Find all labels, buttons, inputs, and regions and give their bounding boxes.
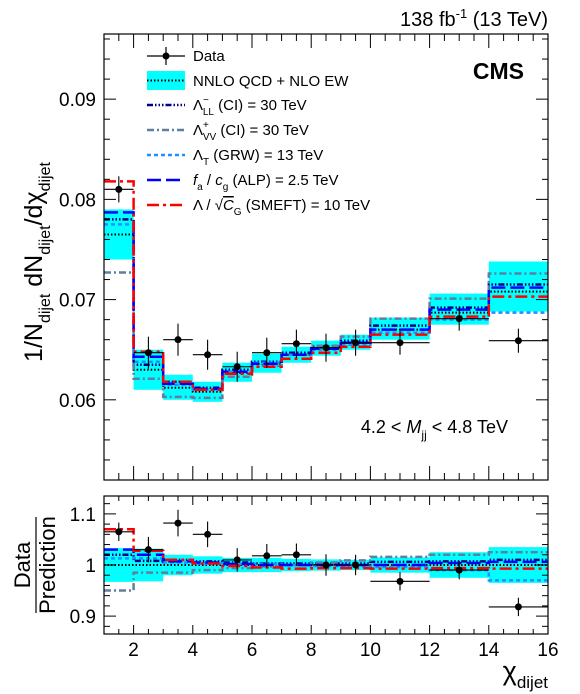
legend-smeft-label: Λ / √CG (SMEFT) = 10 TeV bbox=[193, 197, 370, 218]
main-nnlo-nominal-line bbox=[104, 233, 548, 393]
ratio-data-point bbox=[370, 572, 430, 591]
legend-alp-label: fa / cg (ALP) = 2.5 TeV bbox=[193, 172, 339, 193]
main-data-point bbox=[104, 176, 134, 203]
main-data-point bbox=[340, 329, 371, 356]
main-data-point bbox=[429, 306, 489, 331]
ratio-ci-ll-line bbox=[104, 553, 548, 565]
main-y-tick-label: 0.06 bbox=[59, 391, 96, 412]
ratio-data-point bbox=[311, 554, 341, 576]
ratio-data-point bbox=[133, 536, 164, 563]
ratio-data-points bbox=[104, 509, 548, 617]
ratio-data-point bbox=[163, 509, 193, 537]
main-band-bin bbox=[370, 317, 430, 340]
main-data-point bbox=[252, 337, 282, 368]
ratio-data-point bbox=[340, 554, 371, 576]
ratio-data-point bbox=[429, 560, 489, 580]
x-tick-label: 10 bbox=[360, 640, 381, 661]
x-tick-label: 12 bbox=[419, 640, 440, 661]
mass-range-annotation: 4.2 < Mjj < 4.8 TeV bbox=[361, 417, 508, 442]
ratio-data-point bbox=[488, 597, 548, 617]
ratio-y-tick-label: 1.1 bbox=[70, 505, 96, 526]
main-y-tick-label: 0.08 bbox=[59, 190, 96, 211]
legend-ci-vv-label: Λ+ VV (CI) = 30 TeV bbox=[193, 120, 309, 143]
main-y-tick-label: 0.09 bbox=[59, 90, 96, 111]
main-data-point bbox=[192, 339, 223, 370]
ratio-ci-vv-line bbox=[104, 550, 548, 592]
legend-data-entry: Data bbox=[147, 47, 225, 65]
legend-grw-label: ΛT (GRW) = 13 TeV bbox=[193, 147, 323, 168]
ratio-y-axis-title: Data Prediction bbox=[10, 516, 60, 614]
legend-nnlo-entry: NNLO QCD + NLO EW bbox=[147, 71, 349, 90]
main-y-tick-label: 0.07 bbox=[59, 291, 96, 312]
ratio-data-point bbox=[222, 548, 252, 572]
x-tick-label: 6 bbox=[247, 640, 258, 661]
legend-nnlo-label: NNLO QCD + NLO EW bbox=[193, 73, 349, 90]
legend-data-label: Data bbox=[193, 48, 225, 65]
x-tick-label: 2 bbox=[128, 640, 139, 661]
ratio-y-title-bottom: Prediction bbox=[35, 516, 60, 614]
experiment-label: CMS bbox=[473, 58, 524, 84]
x-tick-label: 16 bbox=[537, 640, 558, 661]
main-data-point bbox=[163, 323, 193, 356]
main-plot-frame bbox=[103, 33, 549, 481]
ratio-y-tick-label: 1 bbox=[85, 556, 96, 577]
ratio-data-point bbox=[252, 544, 282, 568]
main-data-point bbox=[370, 330, 430, 355]
legend-ci-ll-entry: Λ− LL (CI) = 30 TeV bbox=[147, 95, 307, 118]
ratio-data-point bbox=[192, 521, 223, 548]
legend-smeft-entry: Λ / √CG (SMEFT) = 10 TeV bbox=[147, 197, 370, 218]
ratio-smeft-line bbox=[104, 527, 548, 570]
ratio-plot-frame bbox=[103, 495, 549, 635]
luminosity-label: 138 fb-1 (13 TeV) bbox=[400, 6, 548, 31]
main-uncertainty-band bbox=[104, 209, 548, 402]
x-tick-label: 14 bbox=[478, 640, 500, 661]
ratio-y-tick-label: 0.9 bbox=[70, 607, 96, 628]
ratio-data-point bbox=[281, 543, 312, 567]
legend-ci-vv-entry: Λ+ VV (CI) = 30 TeV bbox=[147, 120, 309, 143]
ratio-y-title-top: Data bbox=[10, 541, 35, 588]
legend-grw-entry: ΛT (GRW) = 13 TeV bbox=[147, 147, 323, 168]
main-prediction-lines bbox=[104, 180, 548, 400]
x-axis-title: χdijet bbox=[503, 656, 549, 692]
ratio-data-point bbox=[104, 522, 134, 541]
main-data-point bbox=[222, 351, 252, 382]
x-tick-label: 8 bbox=[306, 640, 317, 661]
main-data-point bbox=[488, 328, 548, 353]
main-data-point bbox=[133, 336, 164, 369]
legend-alp-entry: fa / cg (ALP) = 2.5 TeV bbox=[147, 172, 339, 193]
x-tick-label: 4 bbox=[188, 640, 199, 661]
legend: Data NNLO QCD + NLO EW Λ− LL (CI) = 30 Te… bbox=[147, 47, 370, 218]
main-data-point bbox=[311, 333, 341, 362]
main-smeft-line bbox=[104, 180, 548, 392]
main-y-axis-title: 1/Ndijet dNdijet/dχdijet bbox=[20, 162, 54, 362]
axes-ticks: 0.06 0.07 0.08 0.09 0.9 1 1.1 2 4 6 8 10 12 14 16 bbox=[59, 34, 559, 661]
legend-ci-ll-label: Λ− LL (CI) = 30 TeV bbox=[193, 95, 307, 118]
main-data-points bbox=[104, 176, 548, 382]
main-data-point bbox=[281, 329, 312, 358]
